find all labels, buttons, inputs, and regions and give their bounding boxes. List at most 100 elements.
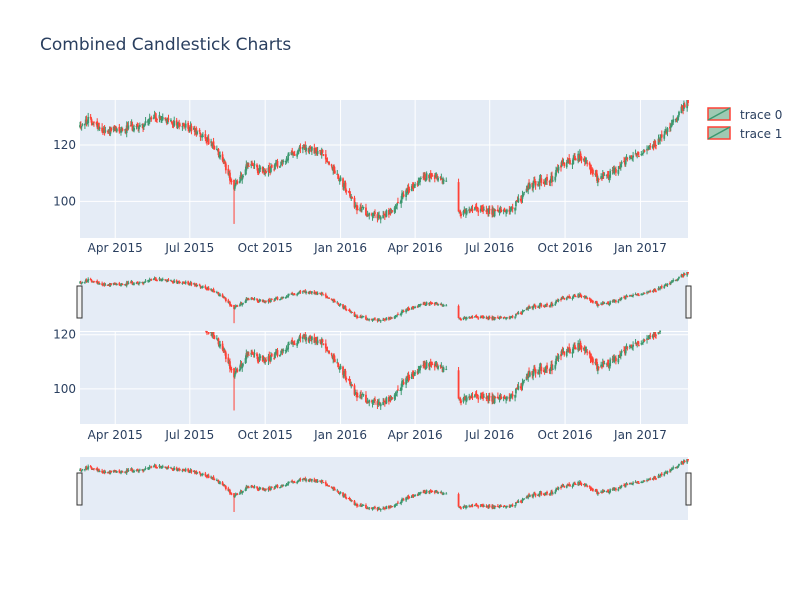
top-candle-body — [418, 181, 421, 183]
bottom-slider-candle-body — [608, 491, 611, 493]
bottom-slider-candle-body — [156, 467, 158, 469]
bottom-candle-body — [333, 359, 336, 362]
top-slider-candle-body — [310, 291, 313, 293]
bottom-candle-body — [360, 396, 363, 398]
top-candle-body — [534, 181, 537, 186]
bottom-candle-body — [276, 350, 279, 356]
bottom-slider-candle-body — [256, 488, 259, 491]
bottom-rangeslider[interactable] — [80, 457, 688, 520]
bottom-candle-body — [410, 373, 413, 379]
top-candle-body — [234, 182, 237, 186]
top-slider-candle-body — [414, 306, 417, 308]
bottom-candle-body — [651, 335, 654, 338]
top-x-tick-label: Oct 2016 — [538, 241, 593, 255]
top-slider-candle-body — [316, 293, 319, 295]
bottom-slider-candle-body — [176, 469, 179, 471]
top-slider-candle-body — [551, 305, 554, 307]
bottom-candle-body — [321, 339, 324, 343]
bottom-slider-candle-body — [233, 496, 236, 498]
top-slider-candle-body — [223, 296, 226, 298]
bottom-slider-candle-body — [469, 506, 472, 508]
top-candle-body — [493, 209, 496, 217]
top-candle-body — [205, 139, 208, 142]
bottom-slider-candle-body — [152, 466, 155, 468]
bottom-slider-candle-body — [666, 471, 669, 473]
bottom-candle-body — [474, 394, 476, 397]
bottom-candle-body — [310, 339, 312, 341]
top-slider-candle-body — [563, 298, 566, 300]
top-candle-body — [326, 161, 329, 163]
bottom-plot-area[interactable] — [80, 332, 688, 424]
top-candle-body — [442, 180, 445, 182]
top-slider-candle-body — [560, 299, 562, 301]
bottom-slider-candle-body — [110, 470, 113, 473]
top-slider-candle-body — [493, 317, 496, 320]
bottom-candle-body — [572, 346, 575, 354]
bottom-candle-body — [322, 343, 325, 345]
top-rangeslider[interactable] — [80, 270, 688, 331]
top-slider-candle-body — [353, 312, 356, 317]
top-slider-candle-body — [614, 300, 617, 303]
bottom-candle-body — [654, 332, 657, 336]
bottom-candle-body — [400, 387, 403, 391]
top-candle-body — [435, 175, 438, 177]
bottom-rangeslider-right-handle[interactable] — [685, 472, 692, 506]
bottom-slider-candle-body — [376, 507, 379, 510]
bottom-slider-candle-body — [377, 508, 380, 510]
bottom-candle-body — [561, 348, 564, 354]
top-slider-candle-body — [418, 305, 421, 307]
bottom-slider-candle-body — [551, 491, 553, 495]
bottom-slider-candle-body — [462, 506, 465, 509]
top-candle-body — [167, 118, 170, 120]
top-slider-candle-body — [321, 292, 324, 294]
top-candle-body — [98, 127, 101, 129]
top-slider-candle-body — [159, 278, 162, 280]
bottom-candle-body — [385, 397, 388, 404]
top-candle-body — [371, 216, 374, 218]
bottom-slider-candle-body — [514, 505, 517, 507]
bottom-slider-candle-body — [147, 467, 149, 469]
bottom-candle-body — [270, 354, 272, 361]
top-candle-body — [258, 167, 261, 172]
top-candle-body — [419, 178, 422, 180]
top-slider-candle-body — [183, 282, 186, 284]
bottom-candle-body — [630, 344, 633, 347]
legend-item-trace-1[interactable]: trace 1 — [707, 126, 782, 141]
bottom-slider-candle-body — [297, 480, 300, 482]
top-slider-candle-body — [153, 278, 156, 280]
bottom-slider-candle-body — [597, 492, 600, 494]
top-candle-body — [173, 121, 176, 126]
bottom-x-tick-label: Oct 2016 — [538, 428, 593, 442]
bottom-slider-candle-body — [356, 503, 358, 506]
top-rangeslider-right-handle[interactable] — [685, 285, 692, 319]
top-slider-candle-body — [682, 276, 684, 278]
top-slider-candle-body — [406, 308, 409, 311]
bottom-slider-candle-body — [424, 490, 426, 494]
top-slider-candle-body — [292, 293, 295, 295]
top-slider-candle-body — [459, 317, 462, 319]
top-candle-body — [680, 106, 683, 114]
bottom-candle-body — [406, 375, 409, 382]
bottom-x-tick-label: Apr 2015 — [88, 428, 143, 442]
bottom-slider-candle-body — [199, 473, 202, 475]
bottom-rangeslider-candles — [79, 459, 689, 512]
top-candle-body — [360, 209, 363, 211]
top-slider-candle-body — [632, 294, 634, 296]
bottom-candle-body — [337, 362, 340, 368]
bottom-slider-candle-body — [247, 487, 250, 489]
top-slider-candle-body — [457, 305, 460, 319]
top-rangeslider-left-handle[interactable] — [76, 285, 83, 319]
top-candle-body — [192, 127, 195, 130]
bottom-candle-body — [588, 351, 591, 355]
top-candle-body — [120, 131, 122, 133]
top-candle-body — [568, 158, 571, 160]
top-candle-body — [637, 155, 640, 157]
bottom-rangeslider-left-handle[interactable] — [76, 472, 83, 506]
bottom-slider-candle-body — [230, 493, 233, 495]
top-candle-body — [181, 126, 184, 128]
top-candle-body — [152, 117, 155, 119]
top-slider-candle-body — [569, 296, 571, 299]
top-candle-body — [280, 161, 283, 165]
legend-item-trace-0[interactable]: trace 0 — [707, 107, 782, 122]
top-slider-candle-body — [511, 316, 514, 318]
